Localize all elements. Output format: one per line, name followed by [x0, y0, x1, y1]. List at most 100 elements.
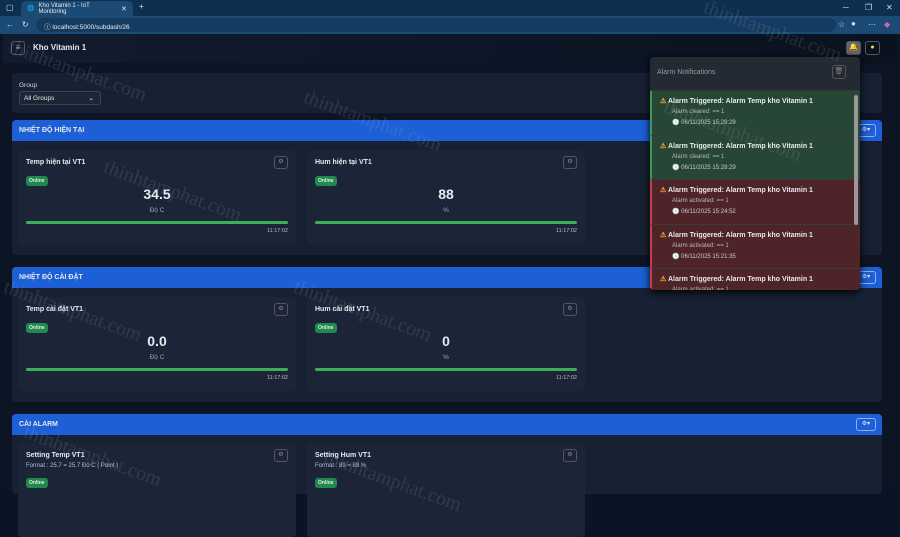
clock-icon: 🕓	[672, 164, 680, 171]
alarm-item[interactable]: ⚠ Alarm Triggered: Alarm Temp kho Vitami…	[650, 224, 860, 269]
setting-card: Setting Temp VT1 ⚙ Format : 25.7 = 25.7 …	[18, 443, 296, 537]
alarm-item[interactable]: ⚠ Alarm Triggered: Alarm Temp kho Vitami…	[650, 91, 860, 136]
alarm-title: ⚠ Alarm Triggered: Alarm Temp kho Vitami…	[660, 98, 813, 105]
close-tab-icon[interactable]: ✕	[121, 5, 127, 13]
progress-bar	[315, 368, 577, 371]
reload-icon[interactable]: ↻	[22, 20, 29, 29]
device-card: Hum hiện tại VT1 ⚙ Online 88 % 11:17:02	[307, 150, 585, 244]
section-setpoint: NHIỆT ĐỘ CÀI ĐẶT ⚙▾ Temp cài đặt VT1 ⚙ O…	[12, 267, 882, 402]
alarm-message: Alarm activated: == 1	[672, 242, 729, 249]
status-badge: Online	[315, 478, 337, 488]
panel-title: Alarm Notifications	[650, 57, 860, 91]
card-timestamp: 11:17:02	[555, 228, 577, 234]
alarm-item[interactable]: ⚠ Alarm Triggered: Alarm Temp kho Vitami…	[650, 269, 860, 290]
alarm-title: ⚠ Alarm Triggered: Alarm Temp kho Vitami…	[660, 187, 813, 194]
card-timestamp: 11:17:02	[555, 375, 577, 381]
browser-tab[interactable]: 🌐 Kho Vitamin 1 - IoT Monitoring ✕	[21, 1, 133, 16]
alarm-time: 🕓 06/11/2025 15:28:29	[672, 164, 736, 171]
scrollbar[interactable]	[854, 95, 858, 225]
bell-icon[interactable]: 🔔	[846, 41, 861, 55]
alarm-message: Alarm cleared: == 1	[672, 109, 725, 115]
device-card: Temp hiện tại VT1 ⚙ Online 34.5 Độ C 11:…	[18, 150, 296, 244]
warning-icon: ⚠	[660, 276, 667, 283]
card-unit: %	[443, 207, 449, 214]
card-name: Temp cài đặt VT1	[26, 306, 84, 313]
gear-icon[interactable]: ⚙	[274, 303, 288, 316]
group-select[interactable]: All Groups ⌄	[19, 91, 101, 105]
card-format: Format : 89 = 89 %	[315, 463, 367, 469]
alarm-title: ⚠ Alarm Triggered: Alarm Temp kho Vitami…	[660, 276, 813, 283]
card-value: 0.0	[147, 333, 167, 349]
alarm-time: 🕓 06/11/2025 15:21:35	[672, 253, 736, 260]
warning-icon: ⚠	[660, 231, 667, 239]
gear-icon[interactable]: ⚙	[274, 156, 288, 169]
tab-title: Kho Vitamin 1 - IoT Monitoring	[38, 2, 90, 15]
card-value: 34.5	[143, 186, 171, 202]
alarm-list: ⚠ Alarm Triggered: Alarm Temp kho Vitami…	[650, 91, 860, 290]
url-input[interactable]: ⓘ localhost:5000/subdash/26	[36, 18, 836, 32]
alarm-item[interactable]: ⚠ Alarm Triggered: Alarm Temp kho Vitami…	[650, 180, 860, 225]
close-window-icon[interactable]: ✕	[886, 3, 893, 12]
card-name: Temp hiện tại VT1	[26, 159, 86, 166]
menu-icon[interactable]: ≡	[11, 41, 25, 55]
status-badge: Online	[26, 323, 48, 333]
progress-bar	[26, 368, 288, 371]
card-unit: Độ C	[149, 354, 165, 361]
card-timestamp: 11:17:02	[266, 228, 288, 234]
warning-icon: ⚠	[660, 142, 667, 150]
card-timestamp: 11:17:02	[266, 375, 288, 381]
card-name: Setting Temp VT1	[26, 452, 85, 459]
url-text: localhost:5000/subdash/26	[52, 24, 130, 31]
section-settings-button[interactable]: ⚙▾	[856, 418, 876, 431]
new-tab-icon[interactable]: +	[139, 2, 144, 11]
page-title: Kho Vitamin 1	[33, 43, 87, 52]
progress-bar	[315, 221, 577, 224]
gear-icon[interactable]: ⚙	[563, 156, 577, 169]
more-icon[interactable]: ⋯	[868, 20, 876, 29]
clock-icon: 🕓	[672, 209, 680, 215]
progress-fill	[315, 221, 577, 224]
status-badge: Online	[315, 323, 337, 333]
alarm-message: Alarm cleared: == 1	[672, 153, 725, 160]
card-unit: %	[443, 354, 449, 361]
globe-icon: 🌐	[27, 6, 35, 12]
group-selected: All Groups	[24, 95, 55, 102]
alarm-message: Alarm activated: == 1	[672, 287, 729, 290]
back-icon[interactable]: ←	[6, 20, 14, 29]
minimize-icon[interactable]: ─	[843, 3, 849, 12]
warning-icon: ⚠	[660, 187, 667, 194]
section-alarm-settings: CÀI ALARM ⚙▾ Setting Temp VT1 ⚙ Format :…	[12, 414, 882, 537]
gear-icon[interactable]: ⚙	[563, 303, 577, 316]
address-bar-row: ← ↻ ⓘ localhost:5000/subdash/26 ☆ ● ⋯ ◆	[0, 16, 900, 34]
trash-icon[interactable]: 🗑	[832, 65, 846, 79]
card-value: 88	[438, 186, 454, 202]
card-name: Setting Hum VT1	[315, 452, 372, 459]
gear-icon[interactable]: ⚙	[563, 449, 577, 462]
alarm-title: ⚠ Alarm Triggered: Alarm Temp kho Vitami…	[660, 231, 813, 239]
device-card: Hum cài đặt VT1 ⚙ Online 0 % 11:17:02	[307, 297, 585, 391]
card-name: Hum hiện tại VT1	[315, 159, 372, 166]
clock-icon: 🕓	[672, 253, 680, 260]
card-name: Hum cài đặt VT1	[315, 306, 370, 313]
status-badge: Online	[26, 478, 48, 488]
progress-fill	[315, 368, 577, 371]
progress-bar	[26, 221, 288, 224]
copilot-icon[interactable]: ◆	[884, 20, 891, 29]
restore-icon[interactable]: ❐	[865, 3, 873, 12]
device-card: Temp cài đặt VT1 ⚙ Online 0.0 Độ C 11:17…	[18, 297, 296, 391]
status-badge: Online	[315, 176, 337, 186]
alarm-item[interactable]: ⚠ Alarm Triggered: Alarm Temp kho Vitami…	[650, 135, 860, 180]
clock-icon: 🕓	[672, 120, 680, 126]
gear-icon[interactable]: ⚙	[274, 449, 288, 462]
progress-fill	[26, 368, 288, 371]
chevron-down-icon: ⌄	[88, 95, 94, 102]
window-icon[interactable]: ▢	[6, 3, 14, 12]
favorites-icon[interactable]: ☆	[838, 20, 846, 29]
profile-avatar-icon[interactable]: ●	[851, 19, 856, 28]
section-title: CÀI ALARM	[12, 414, 882, 435]
group-label: Group	[19, 82, 38, 89]
card-unit: Độ C	[149, 207, 165, 214]
alarm-message: Alarm activated: == 1	[672, 198, 729, 204]
status-badge: Online	[26, 176, 48, 186]
theme-toggle-icon[interactable]: ●	[865, 41, 880, 55]
